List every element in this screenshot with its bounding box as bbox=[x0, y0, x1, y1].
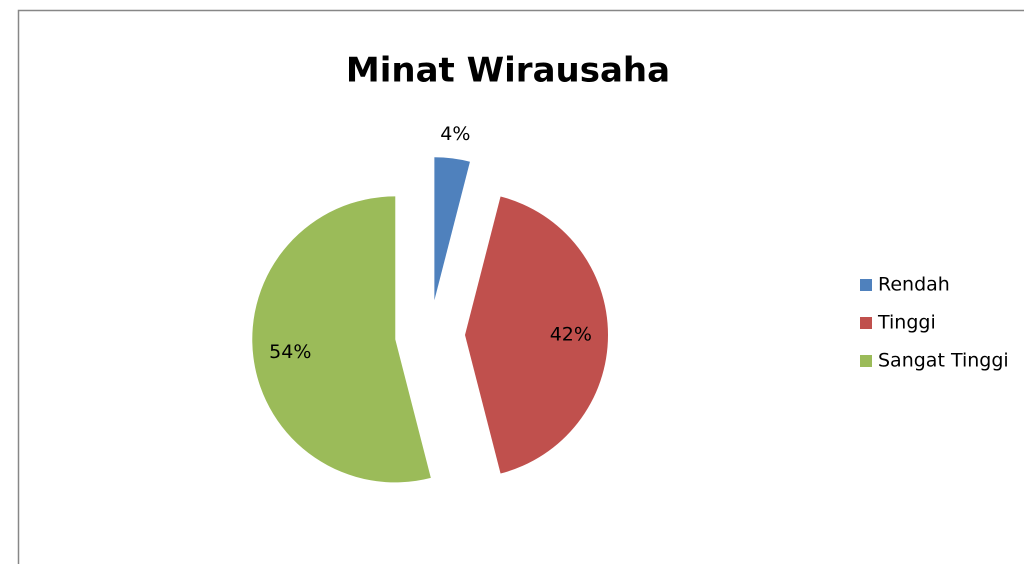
data-label: 4% bbox=[440, 123, 470, 145]
chart-title: Minat Wirausaha bbox=[346, 51, 670, 91]
legend-swatch bbox=[860, 317, 872, 329]
data-label: 54% bbox=[269, 341, 311, 363]
legend-label: Tinggi bbox=[877, 312, 936, 334]
legend-swatch bbox=[860, 279, 872, 291]
legend-label: Rendah bbox=[878, 274, 950, 296]
legend-label: Sangat Tinggi bbox=[878, 350, 1009, 372]
data-label: 42% bbox=[550, 324, 592, 346]
legend-swatch bbox=[860, 355, 872, 367]
